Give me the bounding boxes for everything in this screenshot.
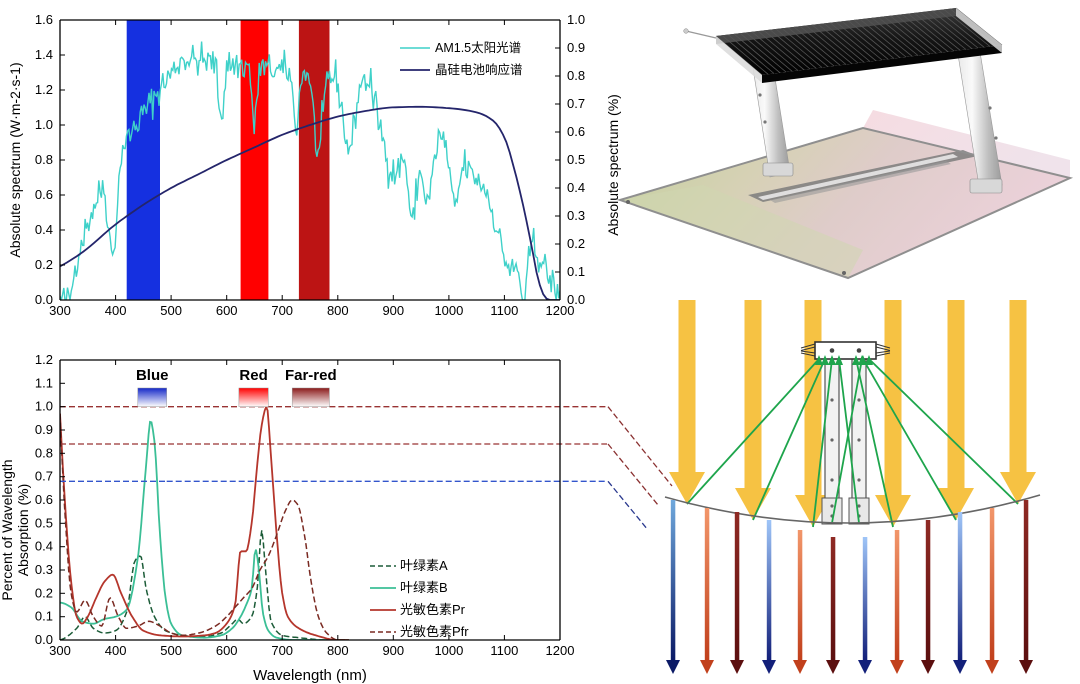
svg-text:800: 800 [327, 303, 349, 318]
svg-text:400: 400 [105, 303, 127, 318]
svg-text:1100: 1100 [490, 303, 518, 318]
svg-text:400: 400 [105, 643, 127, 658]
svg-text:1100: 1100 [490, 643, 518, 658]
svg-text:0.8: 0.8 [35, 445, 53, 460]
svg-text:光敏色素Pfr: 光敏色素Pfr [400, 624, 469, 639]
svg-text:0.6: 0.6 [567, 124, 585, 139]
svg-text:1.0: 1.0 [35, 117, 53, 132]
svg-text:1.0: 1.0 [567, 12, 585, 27]
svg-text:1000: 1000 [434, 643, 463, 658]
svg-text:0.9: 0.9 [567, 40, 585, 55]
svg-text:Absolute spectrum (%): Absolute spectrum (%) [608, 94, 621, 236]
svg-text:叶绿素A: 叶绿素A [400, 558, 448, 573]
svg-text:900: 900 [382, 303, 404, 318]
svg-text:Absorption (%): Absorption (%) [15, 484, 31, 577]
svg-text:1.2: 1.2 [35, 82, 53, 97]
svg-text:0.2: 0.2 [567, 236, 585, 251]
svg-text:0.4: 0.4 [567, 180, 585, 195]
svg-text:0.1: 0.1 [567, 264, 585, 279]
svg-text:0.7: 0.7 [567, 96, 585, 111]
svg-text:0.0: 0.0 [35, 632, 53, 647]
svg-text:0.5: 0.5 [567, 152, 585, 167]
svg-text:0.6: 0.6 [35, 187, 53, 202]
svg-text:1.1: 1.1 [35, 375, 53, 390]
svg-text:0.7: 0.7 [35, 469, 53, 484]
svg-text:1.0: 1.0 [35, 399, 53, 414]
svg-text:Wavelength (nm): Wavelength (nm) [253, 667, 367, 684]
svg-text:光敏色素Pr: 光敏色素Pr [400, 602, 466, 617]
svg-text:700: 700 [271, 643, 293, 658]
svg-text:900: 900 [382, 643, 404, 658]
svg-text:0.4: 0.4 [35, 222, 53, 237]
svg-text:700: 700 [271, 303, 293, 318]
svg-text:600: 600 [216, 303, 238, 318]
svg-text:Red: Red [239, 367, 267, 384]
svg-text:晶硅电池响应谱: 晶硅电池响应谱 [435, 62, 523, 77]
svg-text:0.2: 0.2 [35, 257, 53, 272]
svg-text:0.3: 0.3 [567, 208, 585, 223]
svg-text:Blue: Blue [136, 367, 169, 384]
svg-text:Percent of Wavelength: Percent of Wavelength [0, 459, 15, 600]
svg-text:0.6: 0.6 [35, 492, 53, 507]
svg-text:1.4: 1.4 [35, 47, 53, 62]
svg-text:1.2: 1.2 [35, 352, 53, 367]
svg-text:Far-red: Far-red [285, 367, 337, 384]
svg-text:600: 600 [216, 643, 238, 658]
svg-text:800: 800 [327, 643, 349, 658]
svg-text:Absolute spectrum (W·m-2·s-1): Absolute spectrum (W·m-2·s-1) [7, 62, 23, 257]
svg-text:0.2: 0.2 [35, 585, 53, 600]
svg-text:500: 500 [160, 643, 182, 658]
svg-text:0.8: 0.8 [35, 152, 53, 167]
svg-text:1200: 1200 [546, 643, 575, 658]
svg-text:叶绿素B: 叶绿素B [400, 580, 448, 595]
svg-text:0.0: 0.0 [35, 292, 53, 307]
svg-text:0.3: 0.3 [35, 562, 53, 577]
svg-text:1000: 1000 [434, 303, 463, 318]
svg-text:500: 500 [160, 303, 182, 318]
svg-text:1.6: 1.6 [35, 12, 53, 27]
svg-text:0.1: 0.1 [35, 609, 53, 624]
svg-text:0.9: 0.9 [35, 422, 53, 437]
svg-text:0.4: 0.4 [35, 539, 53, 554]
svg-text:0.0: 0.0 [567, 292, 585, 307]
svg-text:0.8: 0.8 [567, 68, 585, 83]
svg-text:AM1.5太阳光谱: AM1.5太阳光谱 [435, 40, 521, 55]
svg-text:0.5: 0.5 [35, 515, 53, 530]
